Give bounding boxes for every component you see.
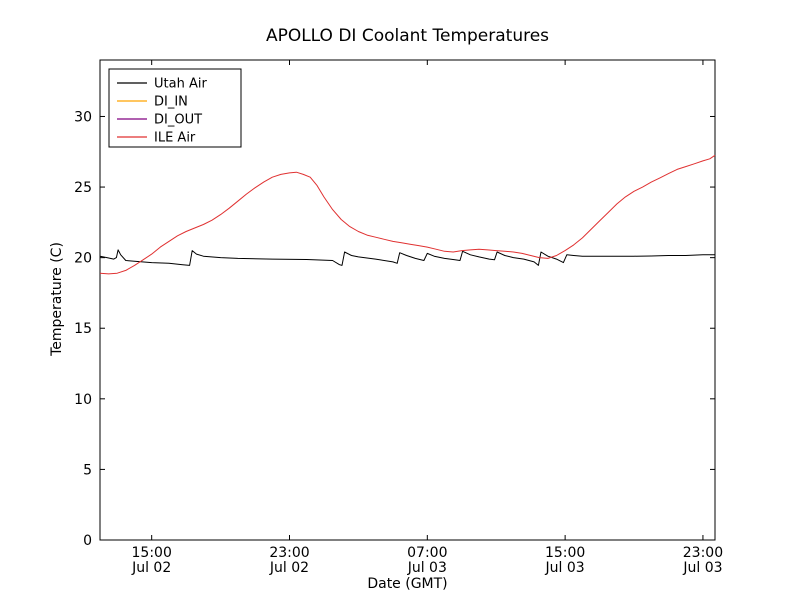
x-tick-label-time: 15:00 (545, 545, 585, 561)
x-tick-label-date: Jul 03 (682, 560, 722, 576)
x-tick-label-time: 23:00 (269, 545, 309, 561)
y-tick-label: 25 (74, 180, 92, 196)
series-line-utah-air (99, 249, 715, 266)
x-tick-label-date: Jul 02 (131, 560, 171, 576)
y-tick-label: 15 (74, 321, 92, 337)
x-tick-label-time: 23:00 (683, 545, 723, 561)
legend-entry-label: DI_IN (154, 95, 188, 110)
legend-entry-label: Utah Air (154, 77, 207, 92)
x-tick-label-date: Jul 03 (407, 560, 447, 576)
legend-entry-label: ILE Air (154, 131, 196, 146)
legend-box (108, 68, 242, 148)
legend-entry-label: DI_OUT (154, 113, 202, 128)
y-tick-label: 10 (74, 392, 92, 408)
x-tick-label-date: Jul 02 (269, 560, 309, 576)
x-tick-label-time: 07:00 (407, 545, 447, 561)
x-tick-label-date: Jul 03 (545, 560, 585, 576)
x-axis-label: Date (GMT) (367, 576, 448, 592)
x-tick-label-time: 15:00 (132, 545, 172, 561)
series-line-ile-air (99, 154, 716, 275)
chart-title: APOLLO DI Coolant Temperatures (265, 26, 550, 46)
plot-frame (99, 59, 716, 541)
y-tick-label: 0 (83, 533, 92, 549)
y-tick-label: 5 (83, 462, 92, 478)
y-tick-label: 20 (74, 251, 92, 267)
y-tick-label: 30 (74, 109, 92, 125)
